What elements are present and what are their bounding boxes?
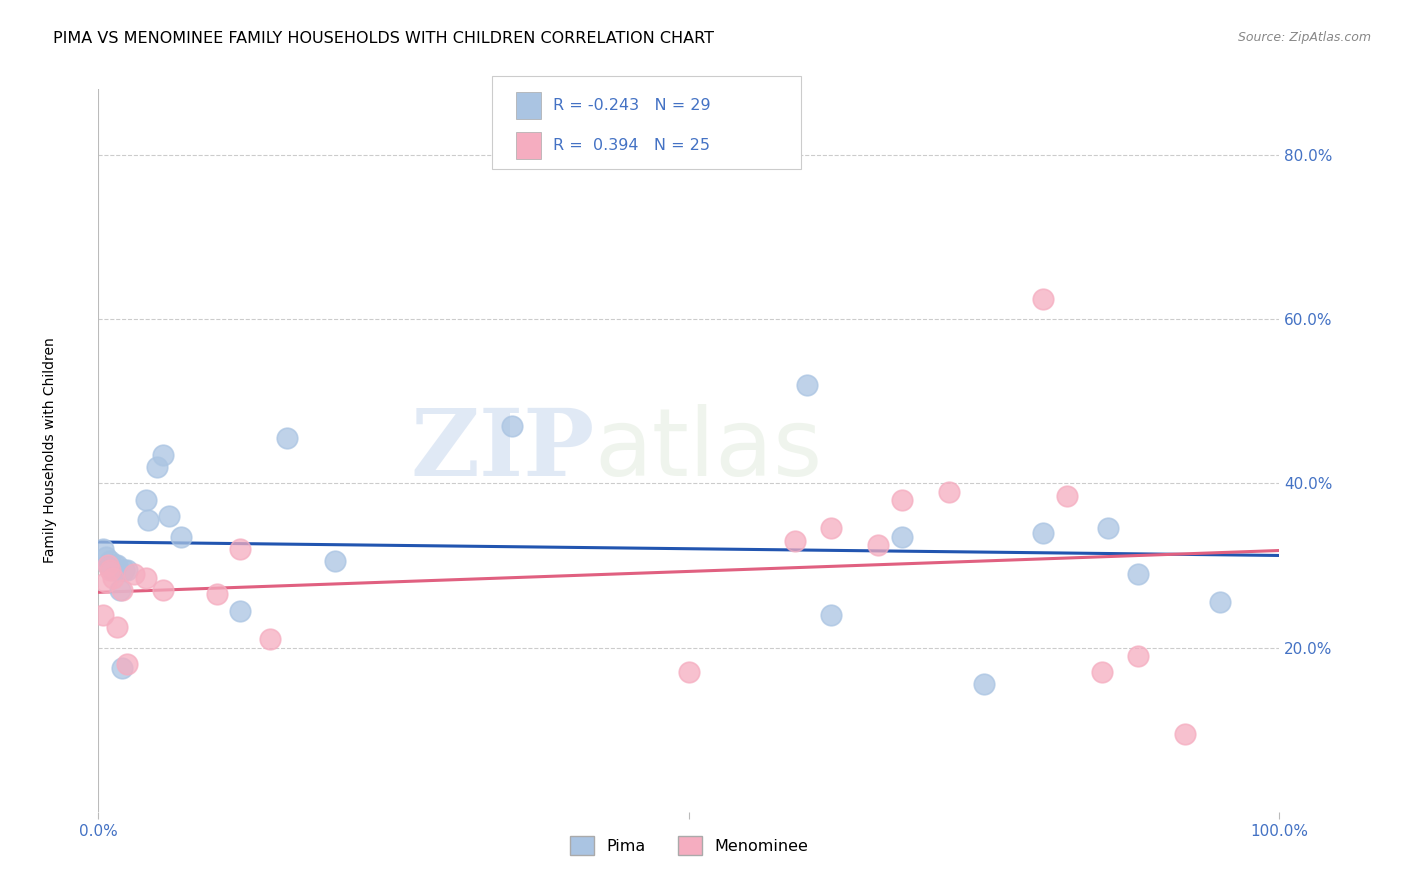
Point [1097,521,1119,535]
Point [135,571,157,585]
Point [101,571,124,585]
Point [105,558,128,573]
Point [136,513,159,527]
Point [115,562,138,576]
Point [890,530,912,544]
Point [866,538,889,552]
Point [205,587,228,601]
Point [105,620,128,634]
Point [1126,566,1149,581]
Point [94,550,117,565]
Point [135,492,157,507]
Point [91,541,114,556]
Point [1032,292,1054,306]
Point [91,607,114,622]
Point [97,558,120,573]
Point [152,582,174,597]
Point [796,377,818,392]
Point [276,431,298,445]
Point [229,541,252,556]
Point [97,558,120,573]
Point [157,509,180,524]
Point [1174,727,1197,741]
Point [890,492,912,507]
Text: Source: ZipAtlas.com: Source: ZipAtlas.com [1237,31,1371,45]
Point [98,562,121,576]
Point [104,558,127,573]
Point [820,521,842,535]
Text: R =  0.394   N = 25: R = 0.394 N = 25 [553,138,710,153]
Point [323,554,346,568]
Point [259,632,281,647]
Text: ZIP: ZIP [411,406,595,495]
Legend: Pima, Menominee: Pima, Menominee [564,830,814,862]
Point [1056,489,1078,503]
Point [101,562,124,576]
Text: PIMA VS MENOMINEE FAMILY HOUSEHOLDS WITH CHILDREN CORRELATION CHART: PIMA VS MENOMINEE FAMILY HOUSEHOLDS WITH… [53,31,714,46]
Point [122,566,145,581]
Point [111,661,134,675]
Point [820,607,842,622]
Point [678,665,700,680]
Point [98,554,121,568]
Point [1209,595,1232,609]
Point [229,603,252,617]
Text: R = -0.243   N = 29: R = -0.243 N = 29 [553,98,710,112]
Point [973,677,995,691]
Point [146,459,169,474]
Point [94,574,117,589]
Point [1032,525,1054,540]
Point [170,530,193,544]
Point [501,418,523,433]
Point [115,657,138,671]
Point [111,582,134,597]
Point [112,562,135,576]
Y-axis label: Family Households with Children: Family Households with Children [42,337,56,564]
Point [108,582,131,597]
Point [1126,648,1149,663]
Point [785,533,807,548]
Point [1091,665,1114,680]
Point [152,448,174,462]
Point [938,484,960,499]
Text: atlas: atlas [595,404,823,497]
